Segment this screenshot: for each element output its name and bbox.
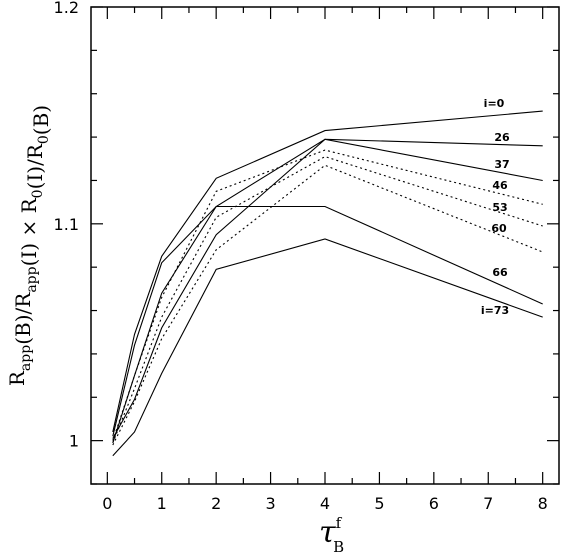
series-line bbox=[112, 138, 543, 437]
series-line bbox=[112, 149, 543, 441]
y-tick-label: 1 bbox=[69, 432, 79, 451]
series-line bbox=[112, 156, 543, 444]
series-label: i=73 bbox=[481, 304, 509, 317]
y-tick-label: 1.2 bbox=[54, 0, 79, 17]
x-tick-label: 2 bbox=[211, 494, 221, 513]
series-line bbox=[112, 110, 543, 433]
tick-labels: 0 1 2 3 4 5 6 7 8 1 1.1 1.2 bbox=[54, 0, 548, 513]
axis-ticks bbox=[91, 6, 559, 485]
x-tick-label: 7 bbox=[483, 494, 493, 513]
x-tick-label: 0 bbox=[102, 494, 112, 513]
series-label: i=0 bbox=[484, 97, 505, 110]
y-axis-label: Rapp(B)/Rapp(I) × R0(I)/R0(B) bbox=[5, 105, 53, 386]
x-tick-label: 6 bbox=[429, 494, 439, 513]
x-tick-label: 1 bbox=[157, 494, 167, 513]
series-line bbox=[112, 205, 543, 443]
series-label: 37 bbox=[494, 158, 509, 171]
y-tick-label: 1.1 bbox=[54, 215, 79, 234]
plot-frame bbox=[90, 6, 560, 485]
series-label: 53 bbox=[492, 201, 507, 214]
series-label: 26 bbox=[494, 131, 510, 144]
series-labels: i=0 26 37 46 53 60 66 i=73 bbox=[481, 97, 510, 317]
series-line bbox=[112, 238, 543, 457]
x-axis-label: τf B bbox=[319, 514, 344, 554]
x-tick-label: 3 bbox=[265, 494, 275, 513]
series-label: 66 bbox=[492, 266, 508, 279]
series-label: 46 bbox=[492, 179, 508, 192]
data-series bbox=[112, 110, 543, 457]
x-tick-label: 5 bbox=[374, 494, 384, 513]
series-line bbox=[112, 138, 543, 439]
series-label: 60 bbox=[491, 222, 507, 235]
x-tick-label: 8 bbox=[538, 494, 548, 513]
series-line bbox=[112, 164, 543, 446]
x-tick-label: 4 bbox=[320, 494, 330, 513]
